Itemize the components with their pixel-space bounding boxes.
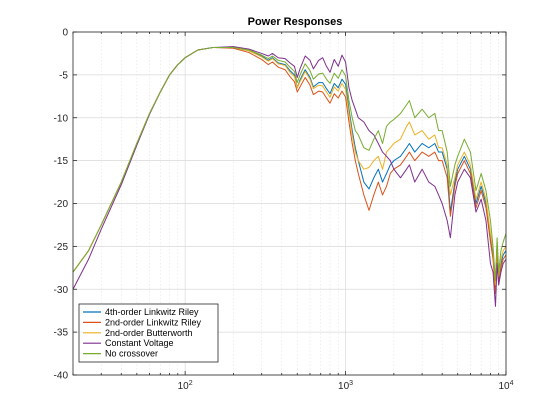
series-line-5 — [73, 46, 506, 282]
y-tick-label: -20 — [54, 199, 69, 210]
x-axis: 102 103 104 — [72, 32, 514, 392]
y-tick-label: -35 — [54, 328, 69, 339]
legend-label: 2nd-order Butterworth — [105, 328, 193, 338]
y-tick-label: -10 — [54, 113, 69, 124]
series-line-2 — [73, 46, 506, 295]
y-tick-label: -15 — [54, 156, 69, 167]
y-axis: 0 -5 -10 -15 -20 -25 -30 -35 -40 — [54, 28, 506, 382]
y-tick-label: -25 — [54, 242, 69, 253]
x-tick-label: 103 — [338, 380, 353, 392]
y-tick-label: 0 — [62, 28, 68, 39]
legend-label: No crossover — [105, 349, 158, 359]
legend-label: Constant Voltage — [105, 338, 174, 348]
y-tick-label: -30 — [54, 285, 69, 296]
series-layer — [73, 46, 506, 307]
chart-title: Power Responses — [248, 16, 343, 28]
legend-label: 2nd-order Linkwitz Riley — [105, 317, 202, 327]
legend-box — [78, 303, 219, 363]
x-tick-label: 102 — [178, 380, 193, 392]
y-tick-label: -5 — [59, 70, 68, 81]
y-tick-label: -40 — [54, 371, 69, 382]
legend-label: 4th-order Linkwitz Riley — [105, 307, 199, 317]
x-tick-label: 104 — [498, 380, 513, 392]
series-line-4 — [73, 46, 506, 307]
